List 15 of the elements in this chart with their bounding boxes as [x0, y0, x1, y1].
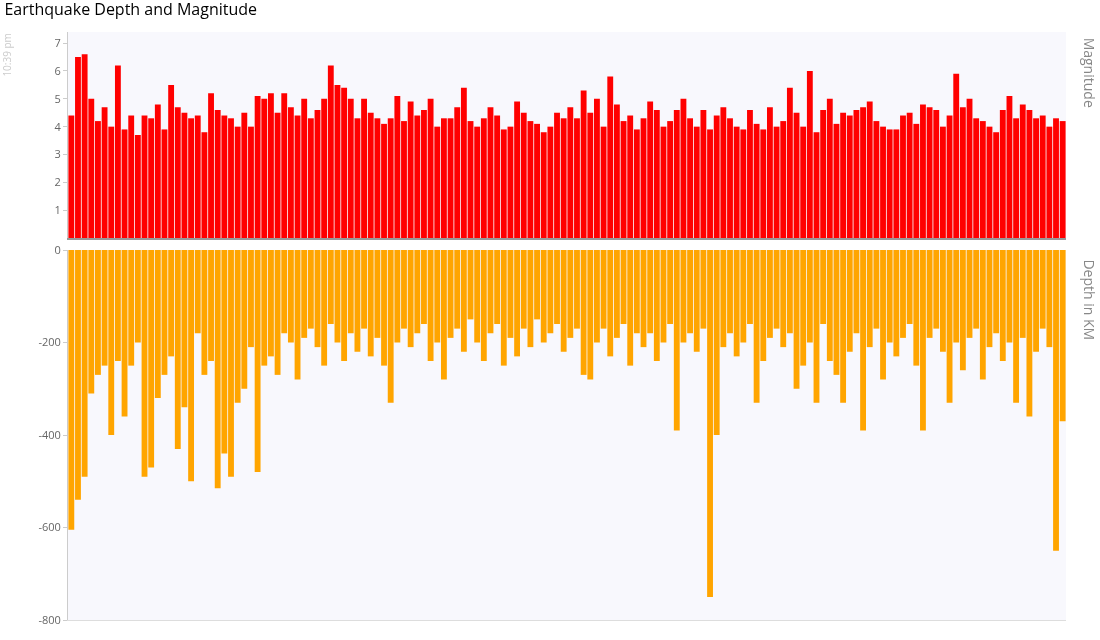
- y-tick-label: 5: [54, 90, 61, 106]
- y-tick-label: 3: [54, 146, 61, 162]
- y-tick-label: -400: [38, 426, 61, 442]
- y-tick-label: 0: [54, 241, 61, 257]
- y-tick-label: 7: [54, 34, 61, 50]
- y-tick-label: 6: [54, 62, 61, 78]
- y-tick-label: 1: [54, 202, 61, 218]
- y-tick-label: 4: [54, 118, 62, 134]
- y-axis-title: Magnitude: [1079, 37, 1099, 108]
- y-tick-label: -800: [38, 611, 61, 627]
- y-tick-label: -200: [38, 334, 61, 350]
- y-tick-label: -600: [38, 519, 61, 535]
- chart-title: Earthquake Depth and Magnitude: [4, 0, 258, 20]
- y-tick-label: 2: [54, 174, 61, 190]
- y-axis-title: Depth in KM: [1080, 259, 1100, 341]
